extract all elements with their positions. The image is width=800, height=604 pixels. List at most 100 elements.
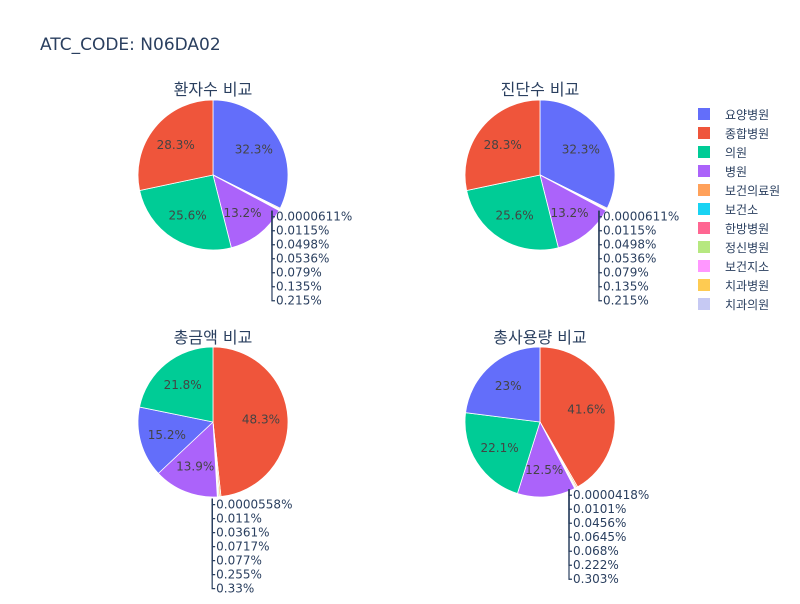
pies-layer: 환자수 비교32.3%13.2%25.6%28.3%0.0000611%0.01…: [137, 80, 679, 596]
leader-line: [598, 210, 602, 302]
slice-label: 15.2%: [148, 428, 186, 442]
legend-swatch: [698, 165, 710, 177]
slice-label: 25.6%: [496, 209, 534, 223]
pie-slice: [516, 420, 576, 498]
legend-label: 요양병원: [725, 108, 769, 122]
slice-label: 0.0361%: [216, 526, 269, 540]
leader-line: [568, 489, 573, 580]
slice-label: 0.303%: [573, 572, 619, 586]
legend-swatch: [698, 279, 710, 291]
slice-label: 13.2%: [223, 206, 261, 220]
legend-item[interactable]: 치과의원: [698, 298, 769, 312]
leader-line: [211, 498, 216, 590]
slice-label: 0.079%: [603, 266, 649, 280]
legend-label: 치과의원: [725, 298, 769, 312]
pie-title: 환자수 비교: [174, 80, 253, 99]
pie-1: 환자수 비교 32.3% 13.2% 25.6% 28.3% 0.0000611%0.01…: [137, 80, 352, 308]
pie-slice: [465, 346, 541, 423]
slice-label: 0.0645%: [573, 530, 626, 544]
pie-slice: [139, 346, 214, 423]
slice-label: 0.0000558%: [216, 498, 292, 512]
pie-slice: [212, 346, 289, 498]
slice-label: 13.2%: [550, 206, 588, 220]
legend-item[interactable]: 한방병원: [698, 222, 769, 236]
legend-swatch: [698, 298, 710, 310]
slice-label: 0.0717%: [216, 540, 269, 554]
legend-label: 보건소: [725, 203, 758, 217]
slice-label: 0.255%: [216, 568, 262, 582]
legend-item[interactable]: 보건의료원: [698, 184, 780, 198]
slice-label: 0.33%: [216, 582, 254, 596]
slice-label: 0.0115%: [276, 224, 329, 238]
pie-slice: [539, 346, 616, 488]
pie-slice: [139, 174, 232, 251]
legend-item[interactable]: 치과병원: [698, 279, 769, 293]
pie-4: 총사용량 비교 41.6% 12.5% 22.1% 23% 0.0000418%0.010…: [464, 328, 649, 586]
slice-label: 12.5%: [525, 463, 563, 477]
slice-label: 0.0536%: [276, 252, 329, 266]
legend-item[interactable]: 보건소: [698, 203, 758, 217]
slice-label: 0.0101%: [573, 502, 626, 516]
slice-label: 22.1%: [481, 441, 519, 455]
legend-label: 의원: [725, 146, 747, 160]
slice-label: 0.011%: [216, 512, 262, 526]
slice-label: 21.8%: [164, 378, 202, 392]
leader-line: [271, 210, 275, 302]
legend-item[interactable]: 종합병원: [698, 127, 769, 141]
legend-swatch: [698, 260, 710, 272]
slice-label: 41.6%: [567, 403, 605, 417]
pie-3: 총금액 비교 48.3% 13.9% 15.2% 21.8% 0.0000558%0.01…: [137, 328, 292, 596]
legend-swatch: [698, 241, 710, 253]
legend-item[interactable]: 정신병원: [698, 241, 769, 255]
slice-label: 0.068%: [573, 544, 619, 558]
slice-label: 0.215%: [603, 294, 649, 308]
slice-label: 0.135%: [603, 280, 649, 294]
legend-label: 보건의료원: [725, 184, 780, 198]
slice-label: 32.3%: [562, 143, 600, 157]
slice-label: 25.6%: [169, 209, 207, 223]
legend-swatch: [698, 108, 710, 120]
slice-label: 0.079%: [276, 266, 322, 280]
slice-label: 28.3%: [484, 138, 522, 152]
slice-label: 0.0456%: [573, 516, 626, 530]
pie-slice: [137, 406, 214, 474]
pie-title: 진단수 비교: [501, 80, 580, 99]
legend-label: 종합병원: [725, 127, 769, 141]
slice-label: 48.3%: [242, 412, 280, 426]
legend-label: 정신병원: [725, 241, 769, 255]
slice-label: 23%: [495, 379, 522, 393]
legend-item[interactable]: 요양병원: [698, 108, 769, 122]
slice-label: 28.3%: [157, 138, 195, 152]
slice-label: 0.0000418%: [573, 488, 649, 502]
legend-item[interactable]: 의원: [698, 146, 747, 160]
slice-label: 0.222%: [573, 558, 619, 572]
legend-item[interactable]: 병원: [698, 165, 747, 179]
slice-label: 0.0000611%: [603, 210, 679, 224]
pie-slice: [212, 174, 280, 249]
legend-swatch: [698, 127, 710, 139]
pie-slice: [157, 421, 218, 498]
legend-swatch: [698, 203, 710, 215]
slice-label: 0.077%: [216, 554, 262, 568]
legend-swatch: [698, 146, 710, 158]
pie-title: 총금액 비교: [174, 328, 253, 347]
pie-slice: [464, 99, 541, 191]
pie-slice: [466, 174, 559, 251]
slice-label: 13.9%: [176, 460, 214, 474]
pie-2: 진단수 비교 32.3% 13.2% 25.6% 28.3% 0.0000611%0.01…: [464, 80, 679, 308]
legend-label: 병원: [725, 165, 747, 179]
chart-title: ATC_CODE: N06DA02: [40, 35, 221, 55]
pie-slice: [539, 174, 607, 249]
pie-slice: [212, 99, 289, 209]
legend-item[interactable]: 보건지소: [698, 260, 769, 274]
pie-slice: [137, 99, 214, 191]
slice-label: 0.0000611%: [276, 210, 352, 224]
legend-label: 치과병원: [725, 279, 769, 293]
slice-label: 0.0536%: [603, 252, 656, 266]
slice-label: 0.135%: [276, 280, 322, 294]
pie-slice: [539, 99, 616, 209]
slice-label: 0.0498%: [276, 238, 329, 252]
